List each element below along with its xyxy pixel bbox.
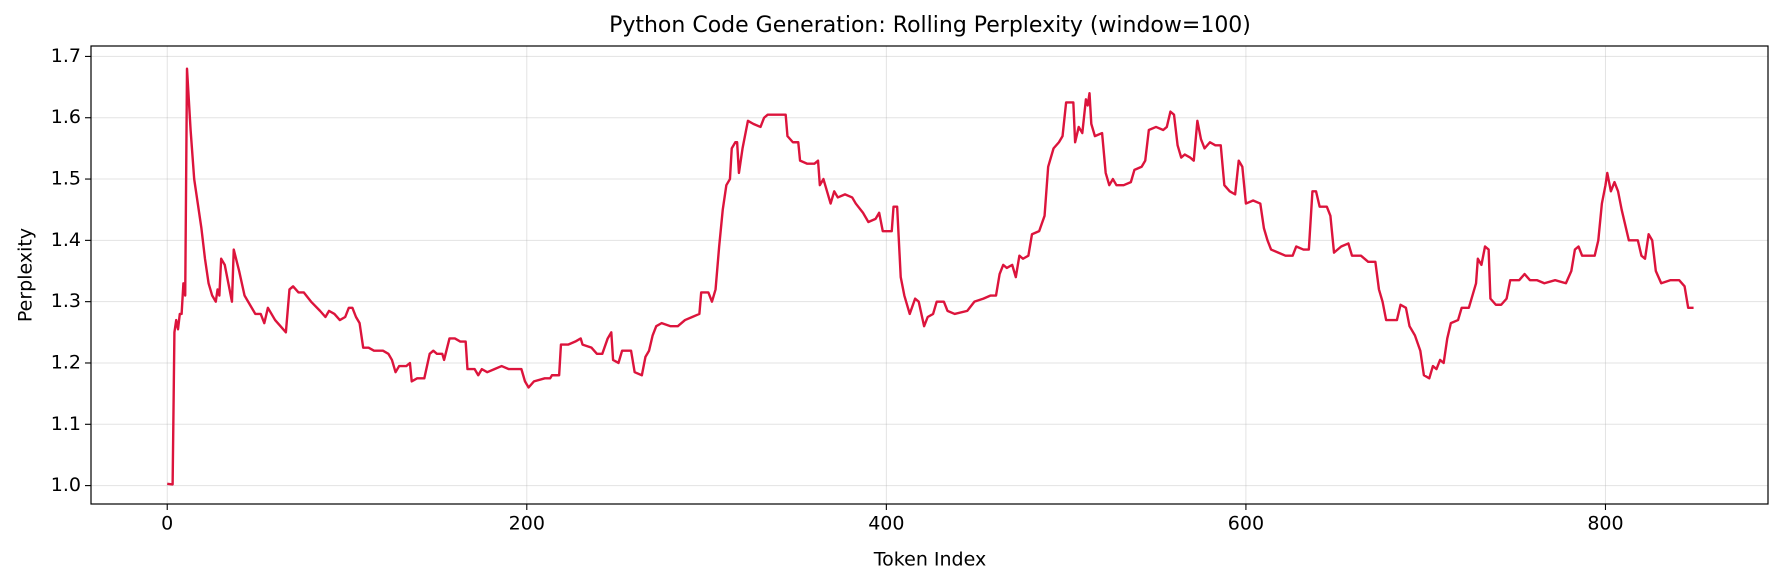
plot-frame	[90, 45, 1769, 505]
y-tick-label: 1.3	[51, 290, 81, 312]
x-tick-label: 600	[1228, 513, 1264, 535]
chart-title: Python Code Generation: Rolling Perplexi…	[609, 13, 1251, 38]
x-tick-label: 200	[509, 513, 545, 535]
x-axis-label: Token Index	[873, 549, 986, 571]
x-tick-label: 0	[161, 513, 173, 535]
y-tick-label: 1.7	[51, 45, 81, 67]
y-tick-label: 1.5	[51, 168, 81, 190]
x-tick-label: 800	[1587, 513, 1623, 535]
y-tick-label: 1.4	[51, 229, 81, 251]
y-tick-label: 1.2	[51, 351, 81, 373]
y-tick-label: 1.1	[51, 413, 81, 435]
x-tick-label: 400	[868, 513, 904, 535]
data-line	[167, 67, 1694, 486]
y-tick-label: 1.0	[51, 474, 81, 496]
y-tick-label: 1.6	[51, 106, 81, 128]
y-axis-label: Perplexity	[15, 228, 37, 322]
